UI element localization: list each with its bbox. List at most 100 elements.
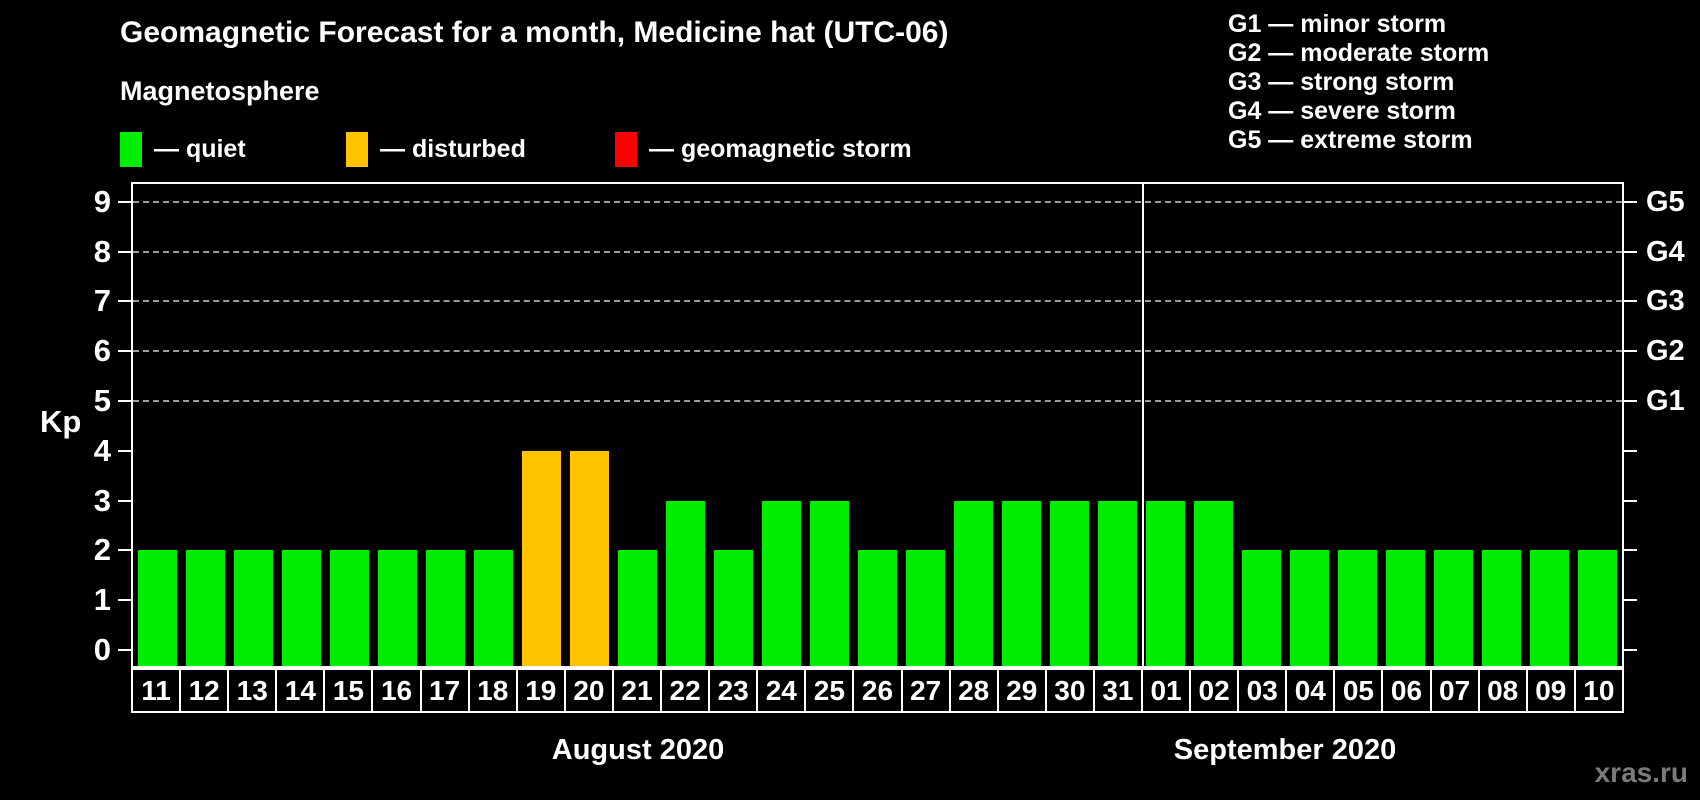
gridline-kp7 <box>133 300 1622 303</box>
gridline-kp6 <box>133 350 1622 353</box>
y-tick <box>1624 400 1637 402</box>
bar-slot <box>373 184 421 666</box>
y-tick-label: 6 <box>93 333 111 369</box>
y-tick <box>118 649 131 651</box>
y-tick <box>1624 549 1637 552</box>
kp-bar <box>1434 550 1474 666</box>
bar-slot <box>133 184 181 666</box>
bar-slot <box>1478 184 1526 666</box>
legend-label-quiet: — quiet <box>154 135 246 163</box>
bar-slot <box>469 184 517 666</box>
y-axis-left: 0 1 2 3 4 5 6 7 8 9 <box>0 182 131 668</box>
day-label-cell: 16 <box>373 670 422 711</box>
kp-bar <box>233 550 273 666</box>
y-tick <box>1624 649 1637 651</box>
y-tick <box>118 250 131 253</box>
kp-bar <box>1386 550 1426 666</box>
day-label-cell: 06 <box>1383 670 1432 711</box>
kp-bar <box>1578 550 1618 666</box>
day-label-cell: 25 <box>806 670 855 711</box>
bar-slot <box>950 184 998 666</box>
bar-slot <box>661 184 709 666</box>
month-label-september: September 2020 <box>1173 734 1397 766</box>
kp-bar <box>377 550 417 666</box>
gridline-kp9 <box>133 200 1622 203</box>
bar-slot <box>613 184 661 666</box>
bar-slot <box>1286 184 1334 666</box>
kp-bar <box>906 550 946 666</box>
g-scale-label: G5 <box>1646 185 1685 218</box>
gridline-kp5 <box>133 400 1622 402</box>
legend-label-disturbed: — disturbed <box>380 135 526 163</box>
bar-slot <box>565 184 613 666</box>
y-tick-label: 7 <box>93 283 111 319</box>
day-label-cell: 26 <box>854 670 903 711</box>
day-label-cell: 03 <box>1239 670 1288 711</box>
y-tick-label: 2 <box>93 532 111 568</box>
y-axis-right: G1 G2 G3 G4 G5 <box>1624 182 1700 668</box>
kp-bar <box>1290 550 1330 666</box>
y-tick <box>118 300 131 303</box>
plot-area <box>133 184 1622 666</box>
kp-bar <box>569 450 609 666</box>
y-tick <box>1624 499 1637 502</box>
kp-bar <box>521 450 561 666</box>
bars-container <box>133 184 1622 666</box>
day-axis: 11 12 13 14 15 16 17 18 19 20 21 22 23 24 25 26 27 28 29 30… <box>131 668 1624 713</box>
g-legend-line-g3: G3 — strong storm <box>1228 68 1455 96</box>
y-tick-label: 4 <box>93 432 111 468</box>
gridline-kp8 <box>133 250 1622 253</box>
y-tick-label: 0 <box>93 632 111 667</box>
day-label-cell: 07 <box>1432 670 1480 711</box>
day-label-cell: 02 <box>1191 670 1240 711</box>
day-label-cell: 19 <box>518 670 566 711</box>
kp-bar <box>473 550 513 666</box>
kp-bar <box>1530 550 1570 666</box>
bar-slot <box>998 184 1046 666</box>
legend-item-quiet: — quiet <box>120 132 246 167</box>
y-tick <box>1624 250 1637 253</box>
kp-bar <box>137 550 177 666</box>
y-tick <box>118 499 131 502</box>
plot-frame <box>131 182 1624 668</box>
y-tick <box>1624 300 1637 303</box>
kp-bar <box>185 550 225 666</box>
g-scale-label: G4 <box>1646 235 1685 268</box>
day-label-cell: 13 <box>229 670 278 711</box>
day-label-cell: 28 <box>951 670 999 711</box>
y-tick <box>1624 449 1637 452</box>
day-label-cell: 05 <box>1335 670 1384 711</box>
bar-slot <box>853 184 901 666</box>
bar-slot <box>1334 184 1382 666</box>
watermark-link[interactable]: xras.ru <box>1594 757 1688 788</box>
kp-bar <box>1482 550 1522 666</box>
disturbed-color-swatch <box>346 132 368 167</box>
bar-slot <box>805 184 853 666</box>
bar-slot <box>277 184 325 666</box>
y-tick-label: 1 <box>93 582 111 618</box>
kp-bar <box>954 500 994 666</box>
g-legend-line-g5: G5 — extreme storm <box>1228 126 1473 154</box>
y-tick <box>118 549 131 552</box>
kp-bar <box>713 550 753 666</box>
day-label-cell: 21 <box>614 670 663 711</box>
g-scale-label: G3 <box>1646 285 1685 318</box>
bar-slot <box>1190 184 1238 666</box>
kp-bar <box>617 550 657 666</box>
day-label-cell: 22 <box>662 670 711 711</box>
bar-slot <box>757 184 805 666</box>
day-label-cell: 15 <box>325 670 374 711</box>
kp-bar <box>761 500 801 666</box>
g-scale-legend: G1 — minor storm G2 — moderate storm G3 … <box>1228 10 1489 155</box>
kp-bar <box>329 550 369 666</box>
quiet-color-swatch <box>120 132 142 167</box>
day-label-cell: 09 <box>1528 670 1576 711</box>
kp-bar <box>809 500 849 666</box>
page-title: Geomagnetic Forecast for a month, Medici… <box>120 16 949 49</box>
bar-slot <box>1382 184 1430 666</box>
chart-subtitle: Magnetosphere <box>120 76 320 106</box>
bar-slot <box>517 184 565 666</box>
g-legend-line-g2: G2 — moderate storm <box>1228 39 1490 67</box>
kp-bar <box>281 550 321 666</box>
g-legend-line-g4: G4 — severe storm <box>1228 97 1456 125</box>
